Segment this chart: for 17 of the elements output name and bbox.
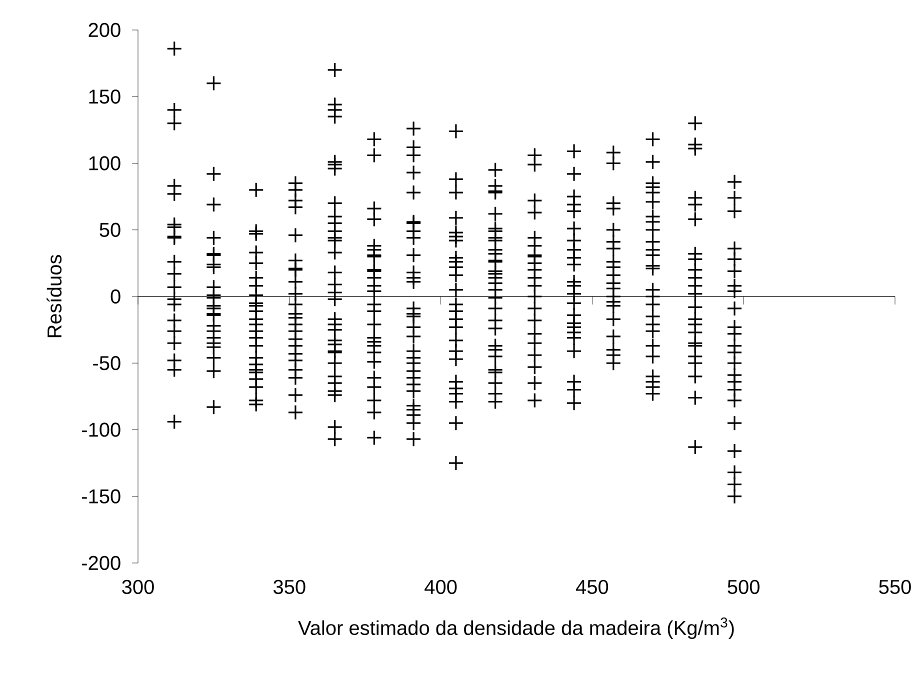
y-tick-label: 200	[88, 22, 120, 38]
x-tick-label: 450	[576, 580, 608, 594]
x-tick-label: 500	[728, 580, 760, 594]
y-tick-label: -100	[82, 422, 120, 437]
x-tick-label: 300	[122, 580, 154, 594]
y-axis-title: Resíduos	[46, 254, 62, 338]
x-tick-label: 550	[879, 580, 911, 594]
y-tick-label: 150	[89, 90, 120, 104]
y-tick-label: -150	[82, 489, 120, 504]
y-tick-label: 100	[89, 156, 120, 170]
x-axis-title: Valor estimado da densidade da madeira (Kg/m$^{3}$)	[298, 618, 734, 639]
x-tick-label: 400	[424, 580, 457, 594]
x-tick-label: 350	[273, 580, 306, 594]
y-tick-label: -50	[93, 356, 120, 370]
y-tick-label: 50	[100, 222, 120, 237]
y-tick-label: -200	[82, 556, 120, 570]
y-tick-label: 0	[110, 289, 120, 304]
